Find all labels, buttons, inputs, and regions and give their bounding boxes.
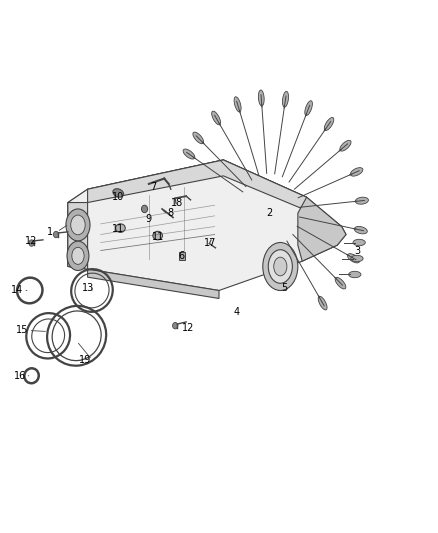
Text: 16: 16: [14, 371, 26, 381]
Ellipse shape: [72, 247, 84, 264]
Circle shape: [141, 205, 148, 213]
Polygon shape: [88, 229, 302, 288]
Ellipse shape: [324, 117, 334, 131]
Text: 11: 11: [152, 232, 164, 242]
Ellipse shape: [355, 197, 368, 204]
Text: 2: 2: [266, 208, 272, 218]
Ellipse shape: [193, 132, 204, 144]
Ellipse shape: [234, 97, 241, 112]
Text: 5: 5: [282, 283, 288, 293]
Circle shape: [173, 322, 178, 329]
FancyBboxPatch shape: [179, 252, 185, 260]
Ellipse shape: [354, 227, 367, 234]
Text: 9: 9: [146, 214, 152, 223]
Ellipse shape: [268, 249, 293, 284]
Polygon shape: [88, 160, 307, 211]
Text: 15: 15: [16, 326, 28, 335]
Polygon shape: [88, 269, 219, 298]
Text: 10: 10: [112, 192, 124, 202]
Text: 17: 17: [204, 238, 216, 247]
Ellipse shape: [274, 257, 287, 276]
Ellipse shape: [283, 91, 289, 107]
Ellipse shape: [340, 140, 351, 151]
Text: 6: 6: [179, 251, 185, 261]
Text: 11: 11: [112, 224, 124, 234]
Ellipse shape: [263, 243, 298, 290]
Ellipse shape: [66, 209, 90, 241]
Text: 12: 12: [182, 323, 194, 333]
Ellipse shape: [116, 224, 125, 232]
Text: 13: 13: [81, 283, 94, 293]
Ellipse shape: [351, 255, 363, 262]
Ellipse shape: [347, 254, 360, 263]
Circle shape: [29, 240, 34, 246]
Ellipse shape: [183, 149, 195, 159]
Ellipse shape: [71, 215, 85, 235]
Polygon shape: [88, 160, 307, 213]
Text: 8: 8: [168, 208, 174, 218]
Polygon shape: [68, 160, 346, 290]
Polygon shape: [298, 197, 346, 261]
Ellipse shape: [318, 296, 327, 310]
Ellipse shape: [350, 168, 363, 176]
Ellipse shape: [335, 277, 346, 289]
Text: 1: 1: [47, 227, 53, 237]
Ellipse shape: [349, 271, 361, 278]
Polygon shape: [68, 189, 88, 266]
Text: 3: 3: [354, 246, 360, 255]
Text: 19: 19: [79, 355, 92, 365]
Ellipse shape: [212, 111, 221, 125]
Text: 12: 12: [25, 236, 37, 246]
Text: 18: 18: [171, 198, 184, 207]
Ellipse shape: [258, 90, 264, 106]
Ellipse shape: [153, 231, 162, 240]
Ellipse shape: [353, 239, 365, 246]
Polygon shape: [68, 203, 88, 269]
Text: 7: 7: [150, 182, 156, 191]
Text: 4: 4: [233, 307, 240, 317]
Ellipse shape: [113, 189, 124, 197]
Ellipse shape: [67, 241, 89, 271]
Ellipse shape: [305, 101, 312, 116]
Circle shape: [53, 231, 59, 238]
Text: 14: 14: [11, 286, 24, 295]
